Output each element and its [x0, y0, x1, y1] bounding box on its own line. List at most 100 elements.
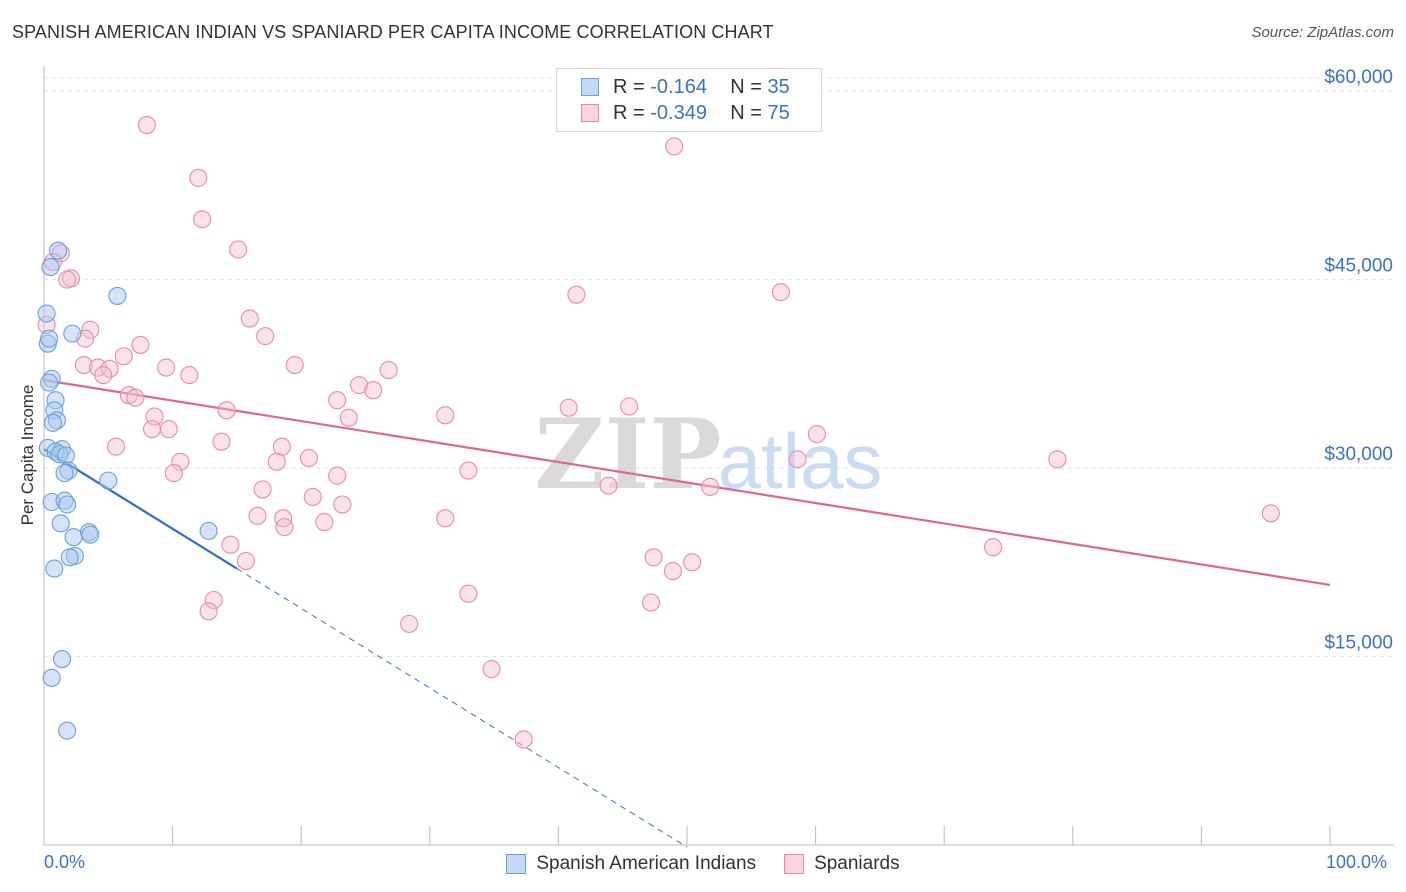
data-point-spaniards — [788, 450, 807, 469]
data-point-spanish-american-indians — [108, 286, 127, 305]
data-point-spaniards — [350, 376, 369, 395]
data-point-spaniards — [142, 420, 162, 439]
spaniards-points — [37, 116, 1280, 749]
y-axis-label: Per Capita Income — [18, 384, 37, 526]
y-tick-label: $60,000 — [1324, 67, 1393, 88]
data-point-spaniards — [171, 452, 190, 471]
data-point-spaniards — [514, 730, 533, 749]
watermark-atlas: atlas — [718, 417, 883, 505]
n-label: N = — [730, 75, 762, 98]
data-point-spaniards — [157, 358, 176, 377]
data-point-spaniards — [285, 355, 304, 375]
data-point-spaniards — [94, 366, 113, 385]
data-point-spaniards — [229, 240, 248, 259]
data-point-spaniards — [256, 327, 275, 346]
data-point-spaniards — [204, 590, 223, 610]
data-point-spaniards — [193, 210, 212, 229]
data-point-spaniards — [644, 548, 663, 567]
data-point-spaniards — [267, 452, 286, 471]
y-tick-labels: $15,000 $30,000 $45,000 $60,000 — [1324, 67, 1393, 653]
data-point-spanish-american-indians — [52, 649, 72, 669]
data-point-spaniards — [459, 584, 478, 603]
data-point-spaniards — [328, 391, 347, 410]
data-point-spaniards — [683, 553, 702, 572]
r-value: -0.349 — [650, 101, 707, 124]
data-point-spanish-american-indians — [60, 548, 79, 567]
pink-swatch — [581, 104, 599, 122]
data-point-spaniards — [159, 420, 178, 439]
data-point-spaniards — [559, 398, 578, 417]
data-point-spaniards — [199, 602, 218, 621]
data-point-spaniards — [701, 477, 720, 496]
legend-item-spaniards: Spaniards — [784, 853, 900, 875]
data-point-spaniards — [106, 437, 126, 456]
source-credit: Source: ZipAtlas.com — [1251, 24, 1394, 41]
data-point-spanish-american-indians — [43, 413, 63, 432]
data-point-spanish-american-indians — [42, 668, 61, 687]
series-legend: Spanish American Indians Spaniards — [0, 852, 1406, 876]
chart-title: SPANISH AMERICAN INDIAN VS SPANIARD PER … — [12, 22, 774, 42]
data-point-spaniards — [58, 270, 77, 289]
data-point-spaniards — [333, 495, 352, 514]
legend-label: Spanish American Indians — [536, 853, 757, 874]
data-point-spaniards — [364, 381, 383, 400]
data-point-spaniards — [665, 137, 684, 156]
data-point-spaniards — [303, 487, 322, 507]
data-point-spaniards — [137, 116, 156, 135]
n-value: 35 — [767, 75, 790, 98]
data-point-spaniards — [567, 285, 586, 304]
data-point-spanish-american-indians — [49, 241, 68, 260]
data-point-spaniards — [482, 660, 501, 679]
data-point-spanish-american-indians — [58, 721, 77, 740]
y-tick-label: $45,000 — [1324, 256, 1393, 277]
data-point-spaniards — [599, 476, 618, 495]
y-tick-label: $15,000 — [1324, 633, 1393, 654]
watermark: ZIP atlas — [534, 398, 882, 511]
x-tick-label-max: 100.0% — [1326, 852, 1388, 872]
data-point-spaniards — [236, 551, 255, 571]
data-point-spaniards — [771, 283, 790, 302]
data-point-spanish-american-indians — [51, 514, 70, 533]
watermark-zip: ZIP — [534, 398, 721, 511]
data-point-spaniards — [315, 513, 334, 532]
x-tick-label-min: 0.0% — [44, 852, 86, 872]
data-point-spanish-american-indians — [199, 521, 218, 540]
data-point-spanish-american-indians — [99, 471, 118, 490]
data-point-spaniards — [663, 562, 682, 581]
data-point-spaniards — [217, 401, 236, 420]
data-point-spaniards — [272, 437, 291, 456]
data-point-spaniards — [114, 347, 133, 366]
stats-legend-row-pink: R = -0.349 N = 75 — [581, 100, 790, 126]
data-point-spaniards — [299, 448, 318, 468]
data-point-spaniards — [436, 509, 455, 528]
data-point-spaniards — [641, 593, 661, 612]
data-point-spaniards — [459, 461, 478, 480]
legend-swatch-blue — [506, 854, 527, 874]
data-point-spaniards — [221, 535, 240, 554]
data-point-spaniards — [1048, 450, 1067, 469]
r-value: -0.164 — [650, 75, 707, 98]
data-point-spanish-american-indians — [45, 559, 64, 578]
data-point-spanish-american-indians — [81, 525, 100, 544]
n-value: 75 — [767, 101, 790, 124]
trend-extension-blue — [236, 568, 688, 848]
data-point-spaniards — [74, 355, 93, 375]
data-point-spaniards — [189, 168, 208, 187]
data-point-spanish-american-indians — [58, 495, 77, 514]
data-point-spaniards — [620, 397, 639, 416]
data-point-spaniards — [379, 361, 398, 380]
legend-swatch-pink — [784, 854, 805, 874]
data-point-spaniards — [248, 506, 267, 525]
n-label: N = — [730, 101, 762, 124]
data-point-spaniards — [253, 480, 272, 499]
data-point-spaniards — [1261, 504, 1280, 523]
data-point-spanish-american-indians — [63, 324, 82, 343]
data-point-spaniards — [81, 320, 100, 339]
data-point-spaniards — [212, 432, 231, 451]
trend-line-pink — [43, 379, 1331, 587]
data-point-spaniards — [275, 518, 294, 537]
stats-legend: R = -0.164 N = 35 R = -0.349 N = 75 — [556, 68, 822, 132]
legend-label: Spaniards — [814, 853, 900, 874]
data-point-spaniards — [807, 425, 826, 444]
